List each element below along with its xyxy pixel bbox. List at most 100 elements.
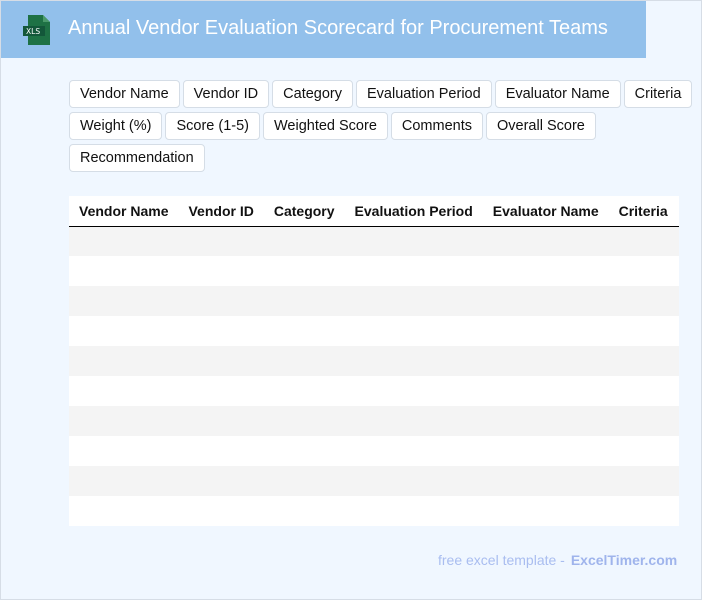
- table-cell[interactable]: [263, 346, 345, 376]
- table-cell[interactable]: [263, 376, 345, 406]
- table-cell[interactable]: [69, 256, 179, 286]
- table-cell[interactable]: [608, 286, 678, 316]
- table-cell[interactable]: [344, 226, 483, 256]
- table-row: [69, 226, 679, 256]
- table-row: [69, 346, 679, 376]
- table-cell[interactable]: [482, 436, 609, 466]
- table-cell[interactable]: [178, 226, 264, 256]
- table-cell[interactable]: [344, 406, 483, 436]
- table-cell[interactable]: [69, 406, 179, 436]
- table-cell[interactable]: [677, 496, 679, 526]
- table-cell[interactable]: [677, 376, 679, 406]
- table-cell[interactable]: [263, 256, 345, 286]
- table-row: [69, 316, 679, 346]
- table-cell[interactable]: [263, 436, 345, 466]
- table-cell[interactable]: [344, 496, 483, 526]
- table-cell[interactable]: [178, 406, 264, 436]
- table-cell[interactable]: [482, 496, 609, 526]
- field-chip[interactable]: Evaluation Period: [356, 80, 492, 108]
- table-cell[interactable]: [344, 466, 483, 496]
- table-row: [69, 466, 679, 496]
- table-cell[interactable]: [178, 436, 264, 466]
- table-cell[interactable]: [69, 496, 179, 526]
- table-cell[interactable]: [263, 466, 345, 496]
- table-cell[interactable]: [482, 376, 609, 406]
- table-cell[interactable]: [482, 286, 609, 316]
- table-cell[interactable]: [608, 226, 678, 256]
- table-row: [69, 496, 679, 526]
- table-cell[interactable]: [482, 466, 609, 496]
- table-cell[interactable]: [677, 346, 679, 376]
- table-cell[interactable]: [69, 286, 179, 316]
- table-cell[interactable]: [178, 316, 264, 346]
- table-cell[interactable]: [69, 466, 179, 496]
- table-cell[interactable]: [608, 436, 678, 466]
- table-cell[interactable]: [677, 436, 679, 466]
- table-cell[interactable]: [178, 346, 264, 376]
- table-cell[interactable]: [677, 406, 679, 436]
- table-cell[interactable]: [263, 496, 345, 526]
- table-cell[interactable]: [482, 406, 609, 436]
- table-cell[interactable]: [608, 466, 678, 496]
- table-cell[interactable]: [608, 256, 678, 286]
- column-header: Weight (%): [677, 196, 679, 227]
- field-chip[interactable]: Category: [272, 80, 354, 108]
- table-cell[interactable]: [608, 376, 678, 406]
- table-cell[interactable]: [69, 226, 179, 256]
- field-chip[interactable]: Overall Score: [486, 112, 596, 140]
- field-chip[interactable]: Vendor Name: [69, 80, 180, 108]
- table-cell[interactable]: [178, 466, 264, 496]
- table-row: [69, 436, 679, 466]
- footer-link[interactable]: ExcelTimer.com: [570, 552, 678, 568]
- field-chip[interactable]: Evaluator Name: [494, 80, 621, 108]
- data-table: Vendor Name Vendor ID Category Evaluation P…: [69, 196, 679, 526]
- column-header: Criteria: [608, 196, 678, 227]
- table-cell[interactable]: [263, 286, 345, 316]
- table-cell[interactable]: [608, 406, 678, 436]
- table-cell[interactable]: [263, 406, 345, 436]
- table-cell[interactable]: [178, 256, 264, 286]
- column-header: Evaluator Name: [482, 196, 609, 227]
- column-header: Category: [263, 196, 345, 227]
- table-cell[interactable]: [344, 376, 483, 406]
- table-cell[interactable]: [677, 286, 679, 316]
- table-cell[interactable]: [482, 256, 609, 286]
- table-cell[interactable]: [482, 316, 609, 346]
- table-cell[interactable]: [608, 346, 678, 376]
- table-cell[interactable]: [69, 376, 179, 406]
- table-cell[interactable]: [677, 316, 679, 346]
- table-cell[interactable]: [677, 256, 679, 286]
- table-row: [69, 256, 679, 286]
- table-cell[interactable]: [69, 436, 179, 466]
- field-chip[interactable]: Vendor ID: [182, 80, 270, 108]
- field-chip[interactable]: Comments: [390, 112, 483, 140]
- table-cell[interactable]: [263, 316, 345, 346]
- title-bar: XLS Annual Vendor Evaluation Scorecard f…: [1, 1, 646, 58]
- table-cell[interactable]: [608, 496, 678, 526]
- svg-text:XLS: XLS: [26, 27, 40, 36]
- table-cell[interactable]: [608, 316, 678, 346]
- table-row: [69, 286, 679, 316]
- table-cell[interactable]: [482, 346, 609, 376]
- table-cell[interactable]: [677, 466, 679, 496]
- table-cell[interactable]: [69, 316, 179, 346]
- field-chip[interactable]: Recommendation: [69, 144, 205, 172]
- table-cell[interactable]: [482, 226, 609, 256]
- field-chip[interactable]: Weight (%): [69, 112, 163, 140]
- table-cell[interactable]: [344, 256, 483, 286]
- table-cell[interactable]: [178, 376, 264, 406]
- field-chip[interactable]: Weighted Score: [262, 112, 388, 140]
- table-row: [69, 376, 679, 406]
- table-cell[interactable]: [69, 346, 179, 376]
- table-cell[interactable]: [344, 316, 483, 346]
- table-cell[interactable]: [344, 436, 483, 466]
- table-cell[interactable]: [263, 226, 345, 256]
- table-cell[interactable]: [344, 286, 483, 316]
- table-cell[interactable]: [178, 496, 264, 526]
- field-chip[interactable]: Score (1-5): [165, 112, 260, 140]
- table-header-row: Vendor Name Vendor ID Category Evaluation P…: [69, 196, 679, 227]
- table-cell[interactable]: [178, 286, 264, 316]
- table-cell[interactable]: [344, 346, 483, 376]
- field-chip[interactable]: Criteria: [623, 80, 693, 108]
- table-cell[interactable]: [677, 226, 679, 256]
